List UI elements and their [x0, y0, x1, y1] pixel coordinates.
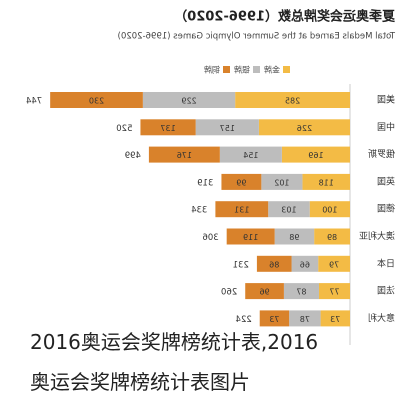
data-label: 230	[89, 97, 104, 106]
total-label: 499	[125, 151, 141, 161]
bar-segment	[195, 119, 259, 136]
data-label: 89	[327, 233, 337, 242]
data-label: 137	[160, 124, 175, 133]
bar-segment	[274, 228, 315, 245]
data-label: 119	[243, 233, 258, 242]
total-label: 224	[235, 315, 251, 325]
bar-segment	[256, 255, 292, 272]
data-label: 87	[296, 288, 306, 297]
bar-segment	[281, 146, 350, 163]
data-label: 99	[236, 178, 246, 187]
bar-segment	[245, 283, 284, 300]
data-label: 86	[269, 260, 279, 269]
bar-segment	[258, 119, 350, 136]
data-label: 79	[329, 260, 339, 269]
total-label: 319	[197, 178, 213, 188]
y-tick-label: 美国	[377, 94, 395, 106]
bar-segment	[235, 92, 350, 108]
y-tick-label: 澳大利亚	[359, 230, 395, 242]
bar-segment	[314, 228, 350, 245]
y-tick-label: 俄罗斯	[368, 148, 395, 160]
legend-label: 银牌	[234, 65, 250, 75]
data-label: 157	[220, 124, 235, 133]
total-label: 306	[202, 233, 218, 243]
data-label: 118	[319, 178, 334, 187]
total-label: 260	[221, 288, 237, 298]
data-label: 285	[285, 97, 300, 106]
chart-body: 夏季奥运会奖牌总数（1996-2020） Total Medals Earned…	[26, 9, 396, 345]
data-label: 154	[243, 151, 258, 160]
total-label: 231	[233, 260, 249, 270]
total-label: 520	[116, 124, 132, 134]
data-label: 73	[330, 315, 340, 324]
bar-segment	[259, 310, 290, 327]
y-tick-label: 意大利	[368, 312, 395, 324]
y-tick-label: 英国	[377, 175, 395, 187]
legend-swatch	[223, 66, 230, 73]
bar-segment	[283, 283, 319, 300]
data-label: 169	[308, 151, 323, 160]
data-label: 98	[289, 233, 299, 242]
total-label: 744	[26, 97, 42, 107]
legend-label: 铜牌	[204, 65, 220, 75]
bar-segment	[309, 201, 350, 218]
bar-segment	[142, 92, 236, 108]
y-tick-label: 法国	[377, 285, 395, 297]
chart-title: 夏季奥运会奖牌总数（1996-2020）	[174, 9, 396, 25]
bar-segment	[318, 255, 350, 272]
bar-segment	[302, 173, 350, 190]
data-label: 226	[297, 124, 312, 133]
bar-segment	[289, 310, 321, 327]
data-label: 131	[234, 206, 249, 215]
caption: 奥运会奖牌榜统计表图片	[30, 370, 250, 394]
bar-segment	[268, 201, 310, 218]
bar-segment	[221, 173, 262, 190]
data-label: 229	[181, 97, 196, 106]
total-label: 334	[191, 206, 207, 216]
data-label: 96	[259, 288, 269, 297]
bar-segment	[318, 283, 350, 300]
data-label: 176	[177, 151, 192, 160]
bar-segment	[50, 92, 143, 108]
bar-segment	[215, 201, 269, 218]
data-label: 78	[300, 315, 310, 324]
y-tick-label: 日本	[377, 257, 395, 269]
bar-segment	[261, 173, 303, 190]
bar-segment	[148, 146, 220, 163]
caption: 2016奥运会奖牌榜统计表,2016	[30, 330, 319, 354]
data-label: 66	[300, 260, 310, 269]
bar-segment	[291, 255, 319, 272]
data-label: 77	[329, 288, 339, 297]
data-label: 100	[322, 206, 337, 215]
data-label: 102	[274, 178, 289, 187]
bar-segment	[219, 146, 282, 163]
legend-label: 金牌	[264, 65, 280, 75]
legend-swatch	[253, 66, 260, 73]
data-label: 73	[269, 315, 279, 324]
bar-segment	[320, 310, 350, 327]
y-tick-label: 德国	[377, 203, 395, 215]
y-tick-label: 中国	[377, 121, 395, 133]
bar-segment	[140, 119, 196, 136]
bar-segment	[226, 228, 275, 245]
data-label: 103	[281, 206, 296, 215]
legend-swatch	[283, 66, 290, 73]
chart-subtitle: Total Medals Earned at the Summer Olympi…	[118, 32, 396, 42]
